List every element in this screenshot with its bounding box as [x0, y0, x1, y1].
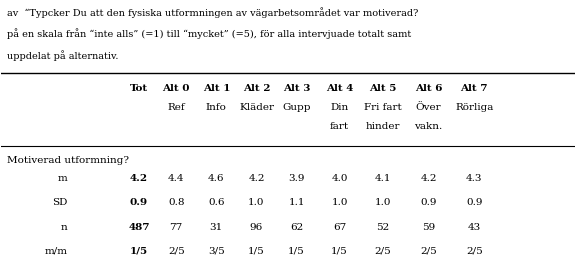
- Text: 1.0: 1.0: [374, 198, 391, 207]
- Text: 2/5: 2/5: [168, 247, 184, 256]
- Text: 1/5: 1/5: [288, 247, 305, 256]
- Text: 4.1: 4.1: [374, 174, 391, 183]
- Text: 0.8: 0.8: [168, 198, 184, 207]
- Text: vakn.: vakn.: [414, 122, 442, 131]
- Text: Motiverad utformning?: Motiverad utformning?: [7, 156, 129, 165]
- Text: 4.2: 4.2: [420, 174, 437, 183]
- Text: 0.9: 0.9: [466, 198, 483, 207]
- Text: SD: SD: [52, 198, 67, 207]
- Text: 62: 62: [290, 223, 303, 232]
- Text: 1.1: 1.1: [289, 198, 305, 207]
- Text: Alt 3: Alt 3: [283, 84, 310, 94]
- Text: 3/5: 3/5: [208, 247, 225, 256]
- Text: Alt 7: Alt 7: [461, 84, 488, 94]
- Text: hinder: hinder: [365, 122, 400, 131]
- Text: Info: Info: [206, 103, 227, 112]
- Text: 1.0: 1.0: [331, 198, 348, 207]
- Text: 4.0: 4.0: [331, 174, 348, 183]
- Text: Alt 0: Alt 0: [162, 84, 190, 94]
- Text: Rörliga: Rörliga: [455, 103, 494, 112]
- Text: Alt 5: Alt 5: [369, 84, 396, 94]
- Text: 1/5: 1/5: [130, 247, 148, 256]
- Text: Alt 6: Alt 6: [415, 84, 442, 94]
- Text: n: n: [60, 223, 67, 232]
- Text: 4.3: 4.3: [466, 174, 483, 183]
- Text: 1.0: 1.0: [248, 198, 265, 207]
- Text: 31: 31: [210, 223, 223, 232]
- Text: Alt 2: Alt 2: [242, 84, 270, 94]
- Text: 4.2: 4.2: [130, 174, 148, 183]
- Text: 0.9: 0.9: [130, 198, 148, 207]
- Text: 2/5: 2/5: [374, 247, 391, 256]
- Text: uppdelat på alternativ.: uppdelat på alternativ.: [7, 50, 119, 61]
- Text: 59: 59: [422, 223, 435, 232]
- Text: 43: 43: [468, 223, 481, 232]
- Text: 77: 77: [169, 223, 183, 232]
- Text: 487: 487: [128, 223, 150, 232]
- Text: Fri fart: Fri fart: [363, 103, 401, 112]
- Text: fart: fart: [330, 122, 349, 131]
- Text: m: m: [58, 174, 67, 183]
- Text: Alt 1: Alt 1: [203, 84, 230, 94]
- Text: 1/5: 1/5: [331, 247, 348, 256]
- Text: Ref: Ref: [168, 103, 185, 112]
- Text: 0.9: 0.9: [420, 198, 437, 207]
- Text: 67: 67: [333, 223, 346, 232]
- Text: 3.9: 3.9: [289, 174, 305, 183]
- Text: Tot: Tot: [130, 84, 148, 94]
- Text: 52: 52: [376, 223, 389, 232]
- Text: 4.2: 4.2: [248, 174, 265, 183]
- Text: Över: Över: [416, 103, 441, 112]
- Text: 2/5: 2/5: [420, 247, 437, 256]
- Text: Alt 4: Alt 4: [326, 84, 353, 94]
- Text: på en skala från “inte alls” (=1) till “mycket” (=5), för alla intervjuade total: på en skala från “inte alls” (=1) till “…: [7, 29, 411, 39]
- Text: Gupp: Gupp: [282, 103, 311, 112]
- Text: 2/5: 2/5: [466, 247, 483, 256]
- Text: av  “Typcker Du att den fysiska utformningen av vägarbetsområdet var motiverad?: av “Typcker Du att den fysiska utformnin…: [7, 7, 419, 18]
- Text: Din: Din: [331, 103, 348, 112]
- Text: 0.6: 0.6: [208, 198, 225, 207]
- Text: 96: 96: [250, 223, 263, 232]
- Text: m/m: m/m: [44, 247, 67, 256]
- Text: Kläder: Kläder: [239, 103, 274, 112]
- Text: 4.4: 4.4: [168, 174, 184, 183]
- Text: 4.6: 4.6: [208, 174, 225, 183]
- Text: 1/5: 1/5: [248, 247, 265, 256]
